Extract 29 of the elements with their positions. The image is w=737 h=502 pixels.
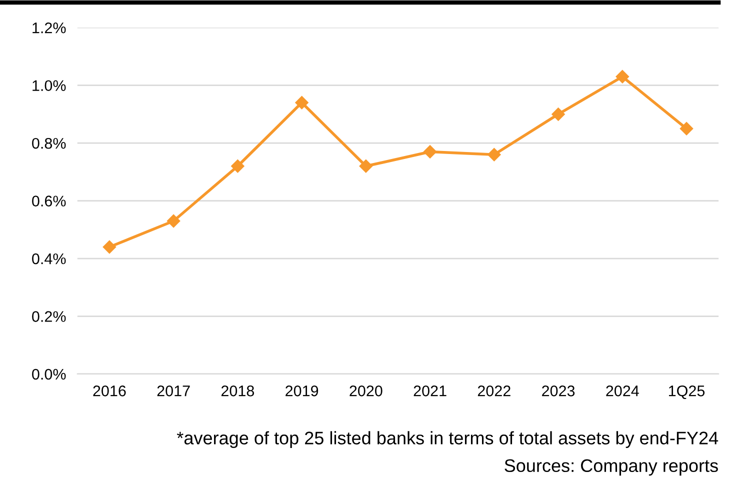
point [552,108,565,121]
x-tick-label: 1Q25 [668,386,705,400]
x-tick-label: 2020 [350,386,382,396]
point [359,160,373,173]
x-tick-label: 2017 [157,386,190,396]
point [166,214,180,228]
y-tick-label: 1.0% [32,80,66,92]
y-tick-label: 1.2% [32,22,66,34]
x-tick-label: 2022 [478,386,510,396]
x-tick-label: 2023 [542,386,575,396]
text: *average of top 25 listed banks in terms of total assets by end-FY24 [176,431,718,448]
x-tick-label: 2021 [414,386,446,396]
point [423,145,437,158]
point [295,96,308,110]
y-tick-label: 0.8% [32,138,66,149]
point [488,148,501,162]
y-tick-label: 0.0% [32,368,66,380]
source-note: Sources: Company reports [504,459,718,476]
x-tick-label: 2018 [221,386,254,396]
point [616,70,629,84]
point [102,240,116,254]
x-tick-label: 2016 [93,386,126,396]
point [680,122,694,136]
x-tick-label: 2024 [606,386,639,396]
point [231,160,244,173]
y-tick-label: 0.6% [32,196,66,206]
x-tick-label: 2019 [286,386,318,396]
y-tick-label: 0.2% [32,311,66,322]
y-tick-label: 0.4% [32,253,66,264]
